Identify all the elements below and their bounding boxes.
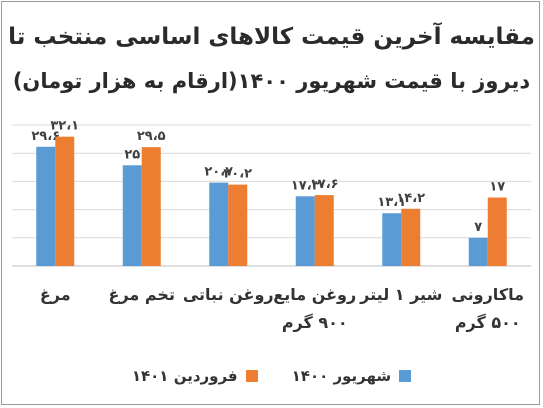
bar-farvardin [55, 136, 75, 266]
bar-farvardin [487, 197, 507, 266]
chart-title: مقایسه آخرین قیمت کالاهای اساسی منتخب تا [8, 24, 535, 50]
category-label: مرغ [40, 285, 71, 304]
bar-shahrivar [36, 146, 56, 266]
data-label: ۲۰،۲ [223, 167, 252, 182]
data-label: ۱۳،۱ [377, 195, 406, 210]
category-label: ۵۰۰ گرم [455, 313, 521, 332]
bar-farvardin [228, 184, 248, 266]
data-label: ۱۴،۲ [396, 191, 425, 206]
data-label: ۲۵ [124, 147, 140, 162]
data-label: ۲۰،۷ [204, 165, 233, 180]
data-label: ۳۲،۱ [50, 119, 79, 134]
legend-swatch-farvardin [245, 370, 258, 382]
legend-swatch-shahrivar [399, 370, 412, 382]
bar-shahrivar [122, 165, 142, 266]
legend-label-farvardin: فروردین ۱۴۰۱ [131, 367, 238, 385]
data-label: ۱۷،۶ [310, 177, 339, 192]
category-label: روغن مایع [273, 285, 356, 304]
bar-shahrivar [209, 182, 229, 266]
bar-farvardin [141, 147, 161, 266]
bar-shahrivar [382, 213, 402, 266]
category-label: روغن نباتی [183, 285, 274, 304]
legend-label-shahrivar: شهریور ۱۴۰۰ [291, 367, 392, 385]
category-label: شیر ۱ لیتر [359, 285, 442, 304]
bar-shahrivar [468, 237, 488, 266]
legend-item-shahrivar: شهریور ۱۴۰۰ [292, 367, 412, 385]
data-label: ۲۹،۵ [137, 129, 166, 144]
legend-item-farvardin: فروردین ۱۴۰۱ [132, 367, 258, 385]
data-label: ۷ [474, 220, 482, 235]
bar-farvardin [314, 195, 334, 266]
category-label: تخم مرغ [109, 285, 175, 304]
category-label: ۹۰۰ گرم [282, 313, 348, 332]
bar-shahrivar [295, 196, 315, 266]
data-label: ۲۹،۶ [31, 129, 60, 144]
data-label: ۱۷ [489, 180, 505, 195]
data-label: ۱۷،۳ [291, 178, 320, 193]
category-label: ماکارونی [451, 285, 524, 304]
chart-subtitle: دیروز با قیمت شهریور ۱۴۰۰(ارقام به هزار … [12, 69, 531, 93]
chart-legend: شهریور ۱۴۰۰ فروردین ۱۴۰۱ [0, 367, 543, 385]
bar-farvardin [401, 208, 421, 266]
